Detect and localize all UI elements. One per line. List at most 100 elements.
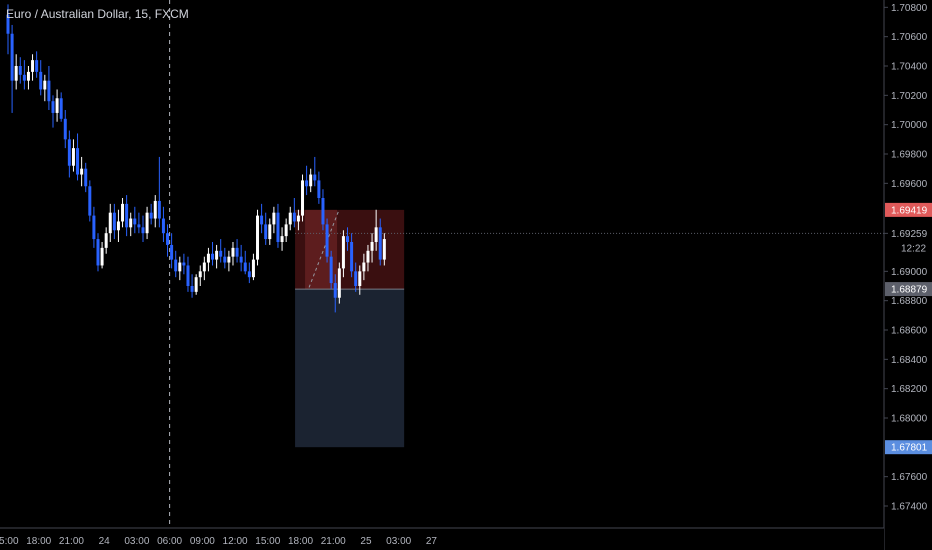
candle-body	[71, 148, 75, 166]
candle-body	[206, 253, 210, 263]
candle-body	[145, 212, 149, 234]
candle-body	[317, 180, 321, 198]
candle-body	[243, 262, 247, 272]
candle-body	[84, 168, 88, 187]
candle-body	[288, 212, 292, 225]
price-tick-label: 1.70000	[891, 120, 928, 131]
candle-body	[350, 242, 354, 272]
position-dashed-line	[308, 209, 340, 288]
candle-body	[251, 259, 255, 278]
price-tick-label: 1.69259	[891, 229, 928, 240]
candle-body	[100, 247, 104, 266]
price-tick-label: 1.67400	[891, 502, 928, 513]
stop-price-tag	[885, 202, 932, 217]
time-tick-label: 12:00	[223, 536, 248, 547]
candle-body	[321, 198, 325, 225]
candle-body	[174, 259, 178, 272]
candle-body	[161, 218, 165, 234]
candle-body	[313, 174, 317, 181]
candle-body	[186, 265, 190, 286]
candle-body	[280, 236, 284, 242]
candle-body	[35, 60, 39, 72]
candle-body	[301, 180, 305, 216]
time-tick-label: 27	[426, 536, 438, 547]
candle-body	[178, 262, 182, 272]
candle-body	[51, 101, 55, 113]
candle-body	[378, 227, 382, 260]
candle-body	[108, 212, 112, 234]
time-tick-label: 24	[99, 536, 111, 547]
candle-body	[366, 250, 370, 263]
symbol-title: Euro / Australian Dollar, 15, FXCM	[6, 7, 189, 21]
candle-body	[341, 236, 345, 269]
candle-body	[125, 203, 129, 228]
candle-body	[333, 283, 337, 298]
candle-body	[382, 239, 386, 260]
candle-body	[190, 286, 194, 292]
candle-body	[88, 186, 92, 216]
candle-body	[31, 60, 35, 72]
candle-body	[235, 247, 239, 257]
candle-body	[284, 224, 288, 237]
price-tick-label: 1.67600	[891, 472, 928, 483]
candle-body	[198, 271, 202, 278]
candle-body	[129, 218, 133, 228]
candle-body	[296, 215, 300, 222]
time-axis-bg	[0, 528, 884, 550]
candle-body	[182, 262, 186, 266]
time-tick-label: 18:00	[288, 536, 313, 547]
candle-body	[325, 224, 329, 257]
price-tick-label: 1.68400	[891, 355, 928, 366]
candle-body	[219, 250, 223, 257]
candle-body	[67, 139, 71, 166]
candle-body	[92, 215, 96, 240]
candle-body	[76, 148, 80, 175]
candle-body	[14, 66, 18, 81]
candle-body	[215, 250, 219, 260]
candle-body	[96, 239, 100, 266]
entry-price-tag-label: 1.68879	[891, 285, 928, 296]
candle-body	[260, 215, 264, 225]
candle-body	[43, 80, 47, 90]
candle-body	[26, 71, 30, 81]
time-tick-label: 15:00	[255, 536, 280, 547]
price-axis-bg	[884, 0, 932, 550]
candle-body	[141, 227, 145, 234]
candle-body	[80, 168, 84, 175]
candle-body	[157, 200, 161, 219]
target-price-tag-label: 1.67801	[891, 443, 928, 454]
candle-body	[170, 244, 174, 260]
candle-body	[231, 247, 235, 257]
candle-body	[133, 218, 137, 225]
price-tick-label: 1.70600	[891, 32, 928, 43]
price-tick-label: 1.68600	[891, 326, 928, 337]
candle-body	[137, 224, 141, 228]
time-tick-label: 18:00	[26, 536, 51, 547]
entry-price-tag	[885, 282, 932, 297]
candle-body	[39, 71, 43, 90]
time-tick-label: 21:00	[59, 536, 84, 547]
price-tick-label: 1.68200	[891, 384, 928, 395]
candle-body	[309, 174, 313, 187]
price-tick-label: 1.69800	[891, 150, 928, 161]
candle-body	[63, 118, 67, 140]
price-tick-label: 1.70800	[891, 3, 928, 14]
candle-body	[18, 66, 22, 75]
candle-body	[211, 253, 215, 260]
candle-body	[223, 256, 227, 263]
candle-body	[264, 224, 268, 240]
time-tick-label: 03:00	[124, 536, 149, 547]
candle-body	[346, 236, 350, 242]
time-tick-label: 06:00	[157, 536, 182, 547]
candle-body	[374, 227, 378, 242]
price-tick-label: 1.68000	[891, 414, 928, 425]
candle-body	[362, 262, 366, 272]
candle-body	[104, 233, 108, 248]
time-tick-label: 09:00	[190, 536, 215, 547]
candle-body	[121, 203, 125, 222]
candle-body	[268, 224, 272, 240]
candle-body	[337, 268, 341, 298]
candle-body	[247, 271, 251, 278]
